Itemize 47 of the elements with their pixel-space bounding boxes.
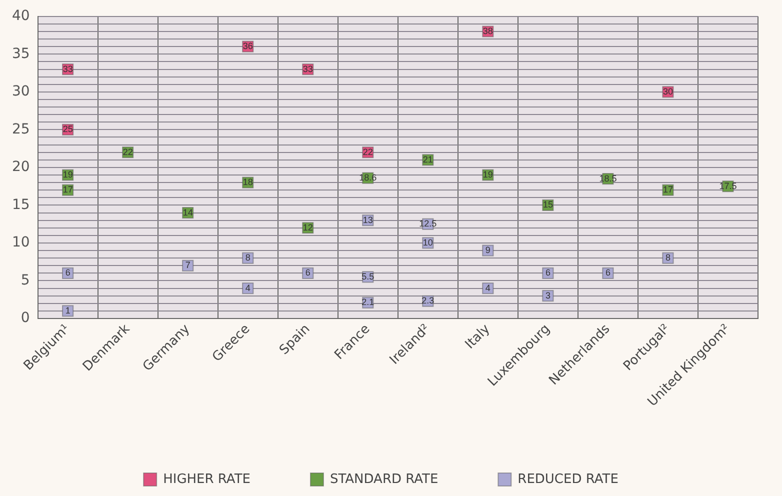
data-label: 15 (542, 200, 553, 210)
data-label: 19 (482, 169, 493, 180)
y-tick-label: 10 (12, 234, 30, 251)
data-label: 14 (182, 207, 193, 218)
y-tick-label: 35 (12, 46, 30, 62)
y-tick-label: 15 (12, 196, 30, 213)
data-label: 4 (245, 282, 250, 293)
data-label: 6 (605, 268, 610, 278)
y-tick-label: 40 (12, 8, 30, 24)
data-label: 7 (185, 260, 190, 270)
data-label: 22 (362, 146, 373, 157)
data-label: 8 (245, 252, 250, 263)
y-tick-label: 20 (12, 159, 30, 176)
data-label: 19 (62, 169, 73, 180)
data-label: 8 (665, 252, 670, 263)
data-label: 25 (62, 124, 73, 134)
data-label: 2.1 (362, 297, 374, 308)
y-tick-label: 30 (12, 84, 30, 100)
data-label: 12.5 (419, 218, 437, 229)
data-label: 1 (65, 305, 70, 316)
data-label: 5.5 (362, 271, 374, 282)
data-label: 9 (485, 245, 490, 256)
y-tick-label: 5 (20, 272, 30, 288)
legend-label: HIGHER RATE (163, 472, 250, 487)
data-label: 6 (65, 268, 70, 278)
data-label: 22 (122, 146, 133, 157)
data-label: 3 (545, 290, 550, 300)
data-label: 6 (545, 268, 550, 278)
data-label: 13 (362, 214, 373, 225)
data-label: 33 (302, 64, 313, 74)
y-tick-label: 0 (20, 310, 30, 326)
data-label: 36 (242, 41, 253, 52)
data-label: 12 (302, 222, 313, 232)
data-label: 2.3 (422, 296, 434, 306)
data-label: 17 (62, 184, 73, 195)
data-label: 18 (242, 177, 253, 188)
data-label: 4 (485, 282, 490, 293)
data-label: 38 (482, 26, 493, 36)
legend-label: STANDARD RATE (330, 472, 438, 487)
data-label: 30 (662, 86, 673, 96)
data-label: 17 (662, 184, 673, 195)
data-label: 6 (305, 268, 310, 278)
data-label: 33 (62, 64, 73, 74)
y-tick-label: 25 (12, 121, 30, 138)
legend-label: REDUCED RATE (518, 472, 618, 487)
data-label: 21 (422, 154, 433, 164)
data-label: 10 (422, 237, 433, 248)
